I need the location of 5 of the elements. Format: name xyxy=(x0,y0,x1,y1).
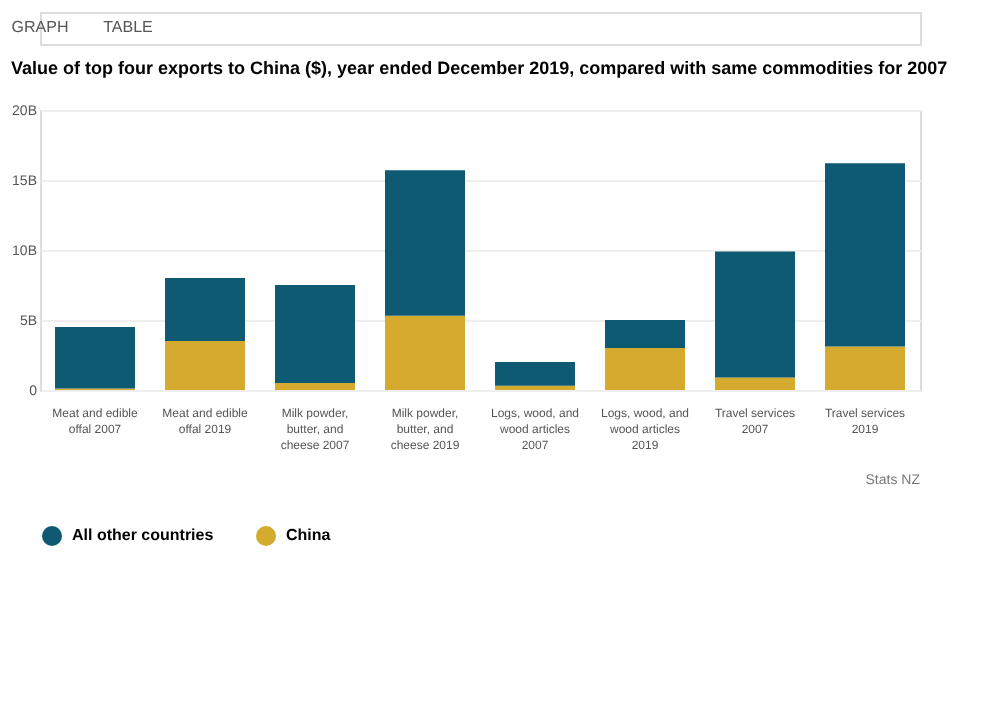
legend-label: All other countries xyxy=(72,526,215,544)
text: TABLE xyxy=(103,18,153,36)
chart-title: Value of top four exports to China ($), year ended December 2019, compared with same commodities for 2007 xyxy=(11,58,948,78)
text: GRAPH xyxy=(11,18,69,36)
legend-label: China xyxy=(286,526,332,544)
